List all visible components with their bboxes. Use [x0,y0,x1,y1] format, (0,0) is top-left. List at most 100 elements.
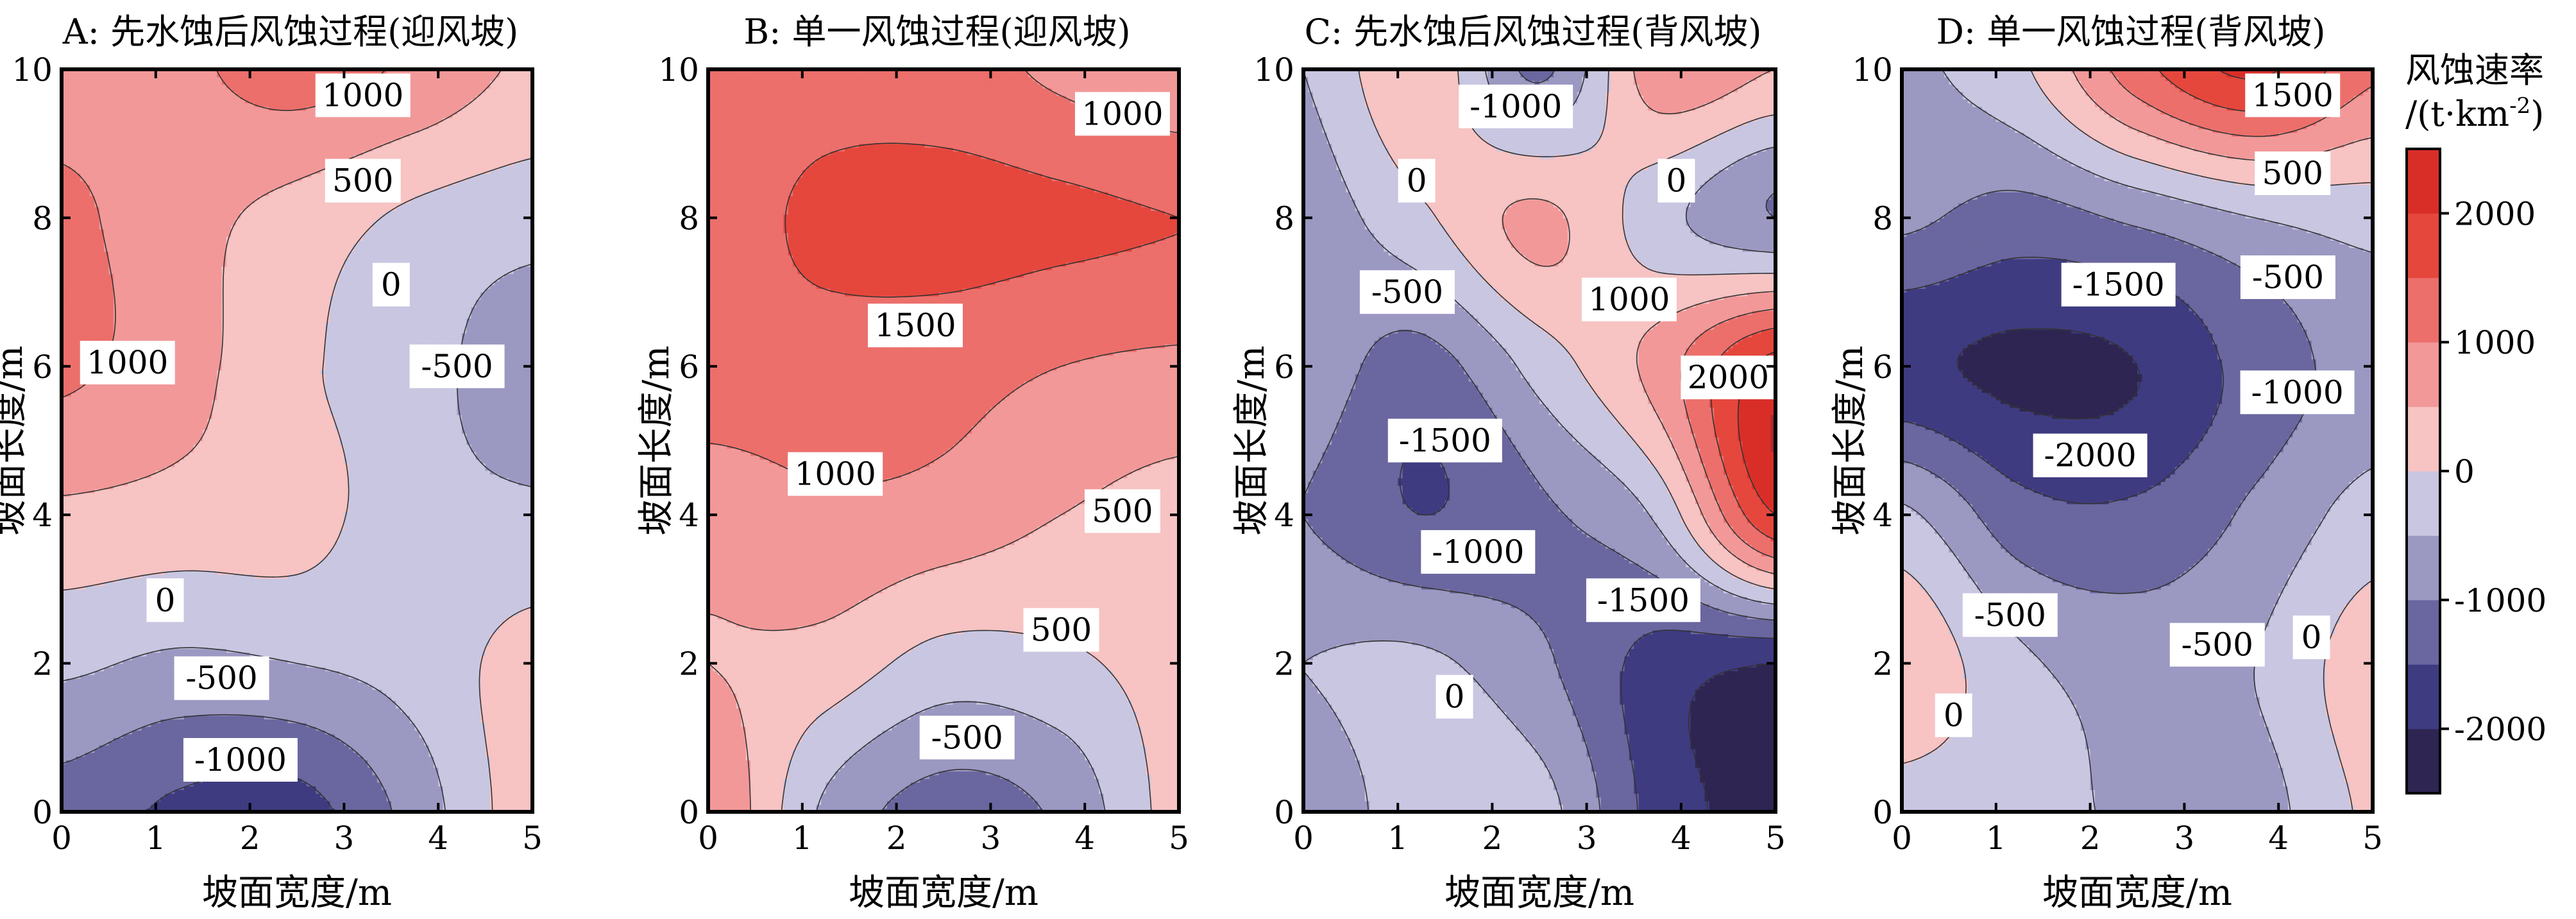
contour-fill [1303,69,1776,812]
contour-label: 0 [1436,675,1473,719]
contour-label: -1500 [1586,578,1700,622]
contour-label: 500 [1024,608,1099,652]
panel-title: D: 单一风蚀过程(背风坡) [1936,12,2326,52]
x-tick-label: 3 [334,820,354,857]
x-tick-label: 1 [146,820,166,857]
y-tick-label: 0 [1274,794,1294,831]
x-axis-label: 坡面宽度/m [2042,872,2232,914]
contour-label: 1000 [1075,92,1170,135]
colorbar-tick-label: 0 [2454,453,2475,490]
contour-label: -1000 [1421,530,1535,574]
contour-label: -500 [2241,255,2335,299]
contour-label: 1000 [316,73,411,117]
y-tick-label: 8 [1872,200,1893,237]
contour-label: 500 [325,159,401,203]
colorbar-title: 风蚀速率 [2405,50,2544,90]
colorbar-segment [2407,729,2440,794]
y-tick-label: 0 [1872,794,1893,831]
contour-label: 2000 [1681,356,1775,399]
colorbar-segment [2407,471,2440,536]
y-axis-label: 坡面长度/m [636,346,677,536]
y-tick-label: 10 [658,51,699,89]
colorbar-segment [2407,407,2440,472]
x-tick-label: 1 [792,820,813,857]
panel-title: A: 先水蚀后风蚀过程(迎风坡) [62,12,519,52]
colorbar-tick-label: 2000 [2454,195,2536,232]
panel-title: C: 先水蚀后风蚀过程(背风坡) [1305,12,1762,52]
colorbar-segment [2407,600,2440,665]
contour-label: -1000 [183,738,298,782]
x-tick-label: 3 [1577,820,1597,857]
colorbar-tick-label: -1000 [2454,582,2546,619]
contour-label: -500 [410,345,505,388]
y-tick-label: 4 [32,497,53,534]
colorbar-segment [2407,535,2440,600]
y-tick-label: 6 [1274,348,1294,386]
x-tick-label: 2 [1482,820,1502,857]
colorbar-segment [2407,213,2440,278]
contour-label: -500 [2170,623,2265,667]
contour-label: 500 [1085,489,1160,533]
x-axis-label: 坡面宽度/m [202,872,392,914]
colorbar-tick-label: 1000 [2454,324,2536,361]
contour-label: 1500 [2245,73,2340,117]
contour-label: -1000 [2241,370,2355,414]
y-tick-label: 4 [1274,497,1294,534]
contour-label: 1000 [788,452,883,496]
contour-fill [708,69,1180,812]
x-tick-label: 5 [522,820,543,857]
contour-label: -2000 [2033,434,2148,477]
contour-label: -500 [1963,593,2058,637]
y-tick-label: 6 [1872,348,1893,386]
x-tick-label: 4 [1671,820,1691,857]
y-tick-label: 0 [679,794,699,831]
contour-label: -1000 [1459,85,1573,128]
y-tick-label: 10 [1253,51,1294,89]
colorbar-segment [2407,342,2440,407]
y-tick-label: 4 [1872,497,1893,534]
y-tick-label: 6 [32,348,53,386]
x-tick-label: 1 [1986,820,2006,857]
y-tick-label: 8 [32,200,53,237]
y-tick-label: 2 [32,646,53,683]
y-tick-label: 2 [679,646,699,683]
colorbar-tick-label: -2000 [2454,711,2546,748]
x-tick-label: 4 [2268,820,2289,857]
x-tick-label: 0 [698,820,718,857]
contour-label: 1000 [1582,278,1677,322]
x-axis-label: 坡面宽度/m [1445,872,1634,914]
x-tick-label: 5 [2362,820,2383,857]
contour-label: -500 [174,657,269,700]
contour-label: 1500 [868,304,963,347]
panel-title: B: 单一风蚀过程(迎风坡) [743,12,1130,52]
contour-label: 0 [1657,159,1695,203]
y-axis-label: 坡面长度/m [1829,346,1871,536]
y-tick-label: 6 [679,348,699,386]
colorbar-segment [2407,278,2440,343]
contour-label: 0 [2293,615,2330,659]
y-tick-label: 0 [32,794,53,831]
x-tick-label: 0 [1892,820,1912,857]
x-tick-label: 4 [428,820,448,857]
y-axis-label: 坡面长度/m [1231,346,1273,536]
y-tick-label: 10 [12,51,53,89]
x-tick-label: 2 [2080,820,2101,857]
contour-label: 0 [146,578,183,622]
y-tick-label: 8 [679,200,699,237]
contour-label: -1500 [2062,263,2176,307]
x-tick-label: 4 [1074,820,1095,857]
y-tick-label: 10 [1852,51,1893,89]
colorbar-segment [2407,149,2440,214]
y-tick-label: 2 [1274,646,1294,683]
contour-label: 0 [1935,694,1972,737]
y-tick-label: 8 [1274,200,1294,237]
x-tick-label: 0 [1293,820,1314,857]
x-axis-label: 坡面宽度/m [849,872,1038,914]
x-tick-label: 2 [886,820,907,857]
